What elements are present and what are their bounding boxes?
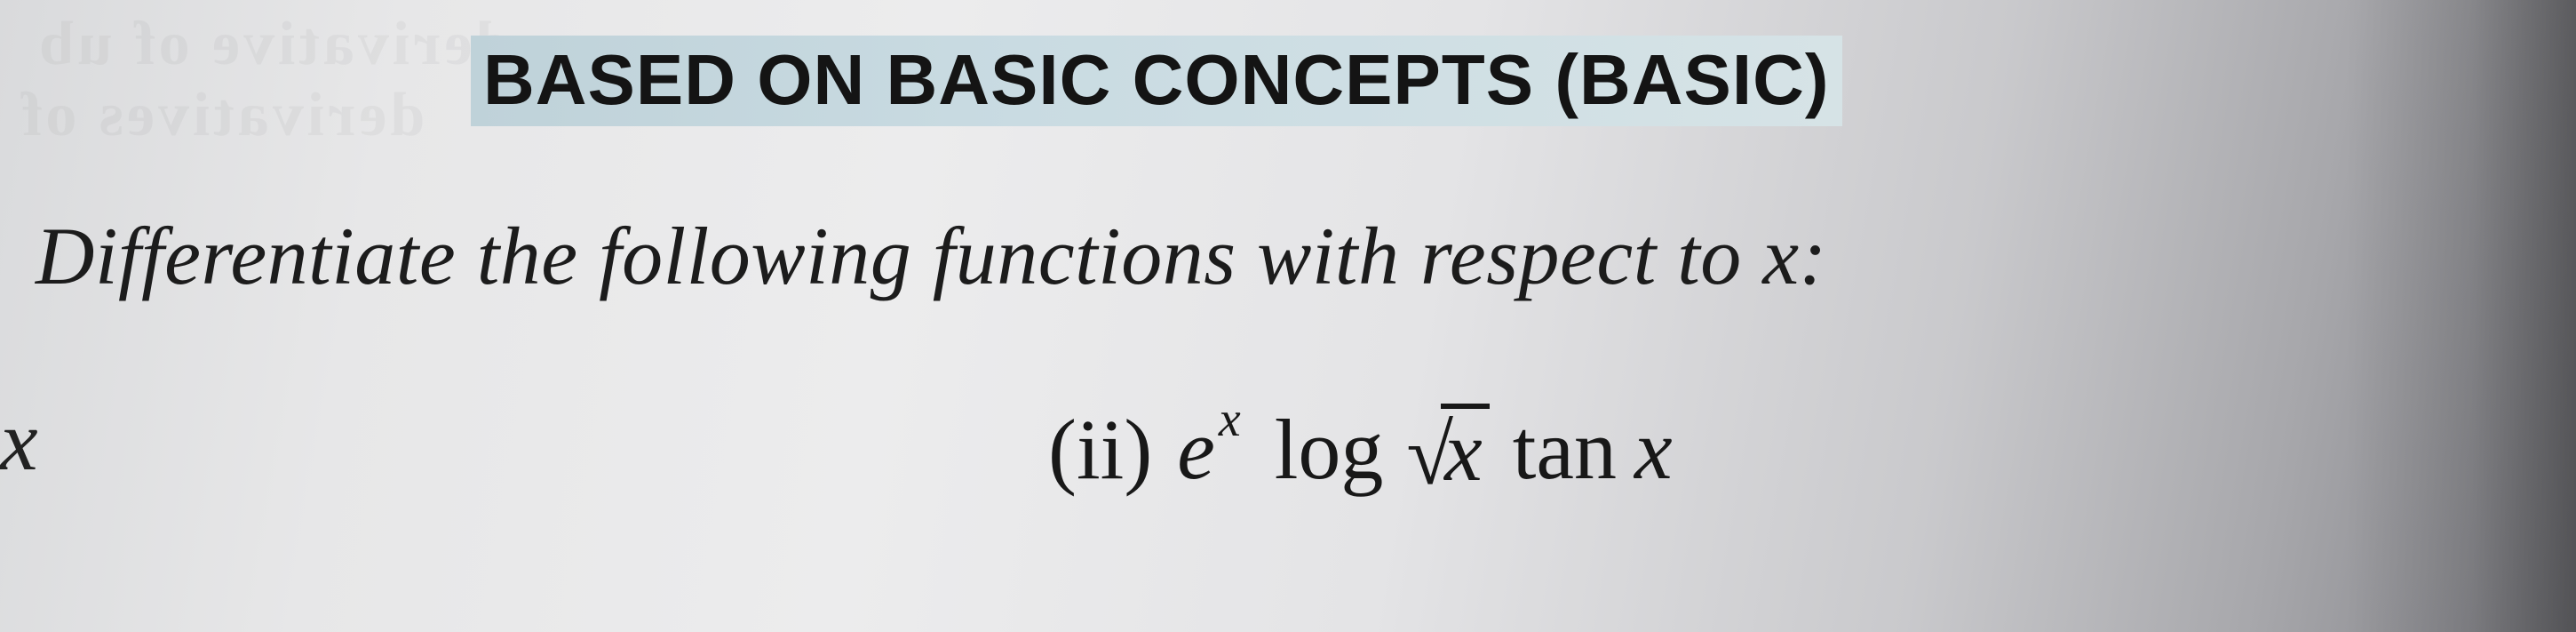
page-edge-shadow <box>2345 0 2576 632</box>
ghost-text: derivative of ub <box>36 9 511 80</box>
section-heading-wrap: BASED ON BASIC CONCEPTS (BASIC) <box>471 36 1842 126</box>
expr-sqrt: √ x <box>1406 402 1489 492</box>
expr-log: log <box>1275 400 1384 499</box>
ghost-text: derivatives of <box>18 80 425 151</box>
expr-exponent: x <box>1219 391 1241 448</box>
expr-tan-arg: x <box>1634 400 1673 499</box>
instruction-text: Differentiate the following functions wi… <box>36 209 1827 303</box>
expr-tan: tan <box>1513 400 1617 499</box>
expr-sqrt-arg: x <box>1441 404 1490 494</box>
expr-e: e <box>1177 400 1215 499</box>
problem-expression: (ii) e x log √ x tan x <box>1048 400 1673 499</box>
cutoff-left-character: x <box>0 391 38 490</box>
problem-label: (ii) <box>1048 400 1152 499</box>
section-heading: BASED ON BASIC CONCEPTS (BASIC) <box>471 36 1842 126</box>
